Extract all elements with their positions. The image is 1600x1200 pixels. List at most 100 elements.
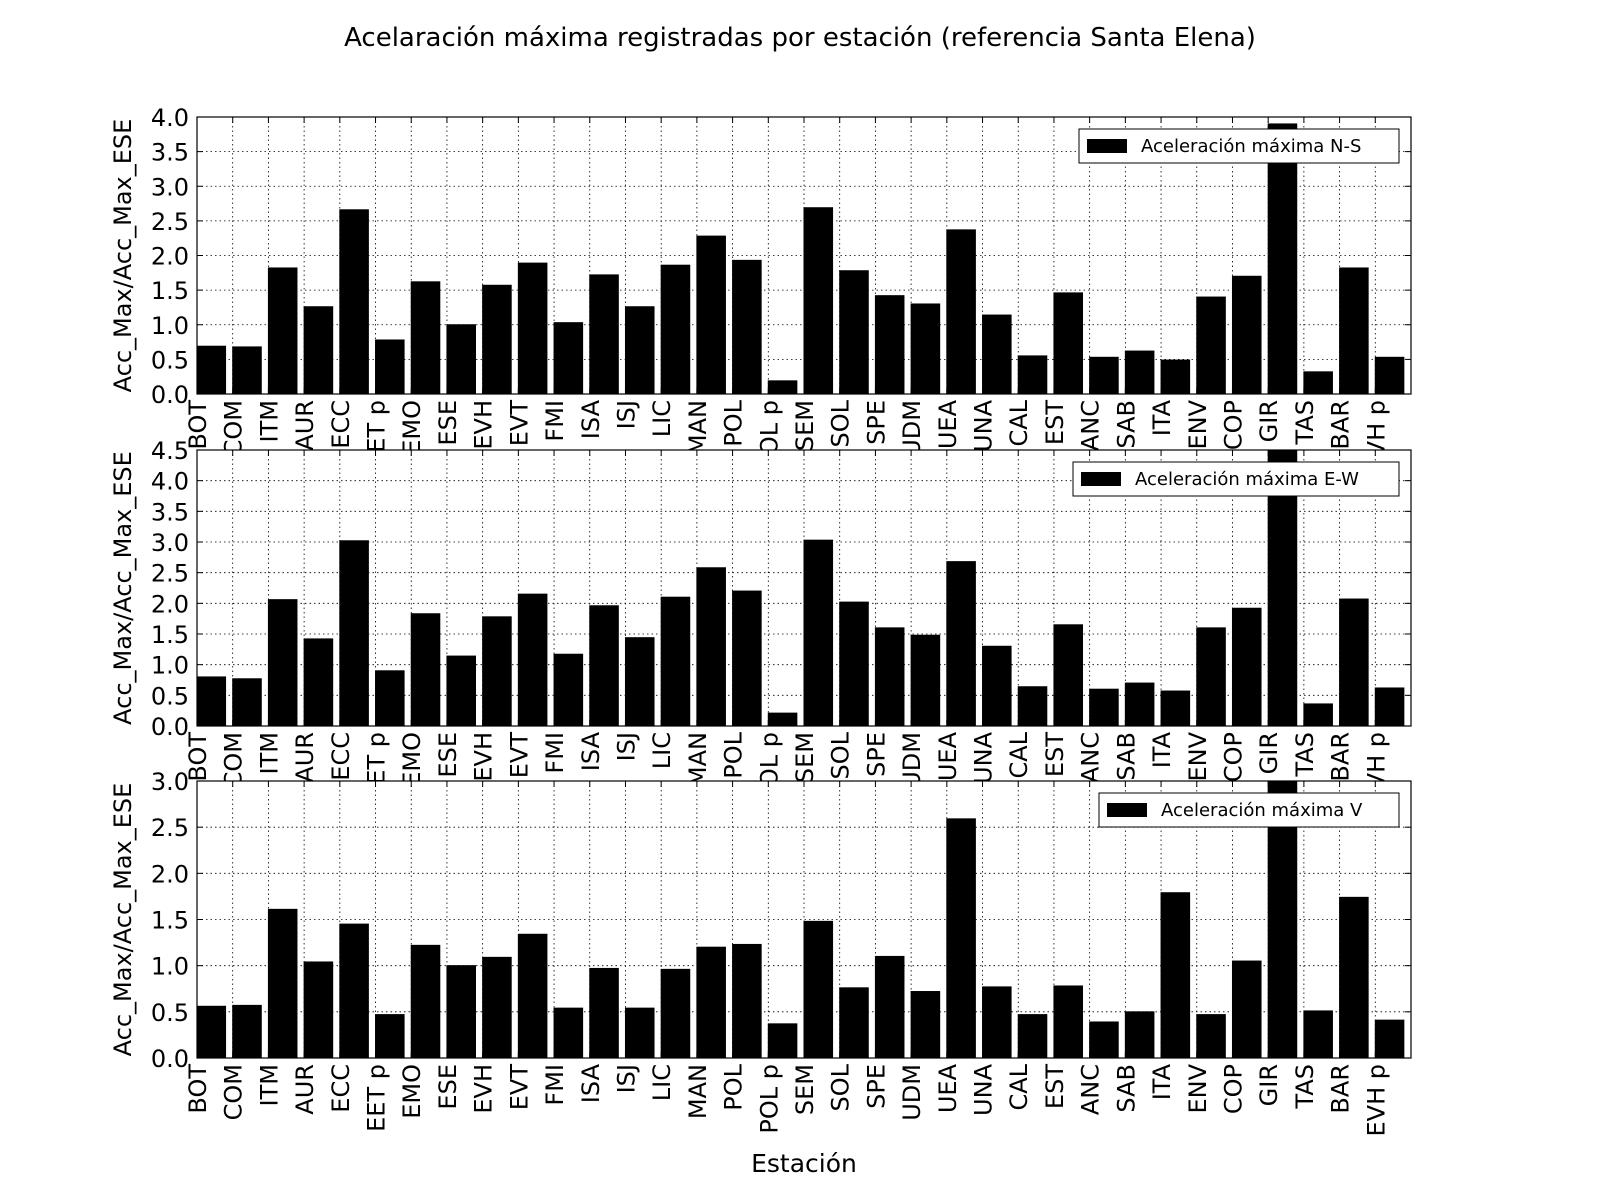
bar-spe	[874, 627, 905, 726]
x-tick-label: UEA	[934, 1063, 962, 1113]
bar-pol	[732, 590, 762, 726]
x-tick-label: EVT	[505, 400, 533, 447]
bar-ita	[1160, 892, 1191, 1058]
bar-cop	[1231, 960, 1262, 1058]
y-tick-label: 1.5	[151, 621, 189, 649]
x-tick-label: UNA	[970, 399, 998, 452]
bar-una	[982, 645, 1012, 726]
bar-sab	[1124, 350, 1155, 394]
bar-tas	[1303, 1010, 1333, 1058]
y-tick-label: 1.0	[151, 652, 189, 680]
bar-isa	[589, 605, 619, 726]
bar-una	[982, 314, 1012, 394]
y-tick-label: 1.5	[151, 907, 189, 935]
y-tick-label: 1.0	[151, 312, 189, 340]
x-tick-label: SPE	[862, 400, 890, 445]
x-tick-label: FMI	[541, 732, 569, 774]
bar-itm	[267, 599, 298, 726]
x-tick-label: COP	[1219, 400, 1247, 450]
bar-sol	[839, 270, 869, 394]
x-tick-label: ESE	[434, 732, 462, 778]
x-tick-label: UNA	[970, 731, 998, 784]
bar-pol	[732, 943, 762, 1058]
x-tick-label: SPE	[862, 732, 890, 777]
x-tick-label: LIC	[648, 732, 676, 769]
x-tick-label: ITA	[1148, 731, 1176, 768]
bar-sol	[839, 987, 869, 1058]
x-tick-label: COP	[1219, 1064, 1247, 1114]
bar-emo	[410, 944, 441, 1058]
bar-isa	[589, 967, 619, 1058]
x-tick-label: ISA	[577, 399, 605, 439]
x-tick-label: ENV	[1184, 399, 1212, 449]
x-tick-label: SEM	[791, 732, 819, 783]
bar-cal	[1017, 686, 1048, 726]
panel-3: 0.0 0.5 1.0 1.5 2.0 2.5 3.0 BOT COM ITM AUR ECC EET …	[109, 768, 1412, 1137]
x-tick-label: COP	[1219, 732, 1247, 782]
bar-man	[696, 235, 726, 394]
x-tick-label: ESE	[434, 400, 462, 446]
x-tick-label: UDM	[898, 732, 926, 789]
bar-isj	[624, 1007, 655, 1058]
x-tick-label: MAN	[684, 400, 712, 455]
x-tick-label: CAL	[1005, 1063, 1033, 1110]
x-tick-label: COM	[220, 1064, 248, 1120]
x-tick-label: GIR	[1255, 732, 1283, 774]
plot-area	[197, 117, 1411, 394]
y-axis-label: Acc_Max/Acc_Max_ESE	[109, 451, 137, 725]
x-tick-label: UDM	[898, 400, 926, 457]
x-tick-label: ENV	[1184, 731, 1212, 781]
bar-com	[232, 1004, 262, 1058]
x-tick-label: SOL	[827, 731, 855, 779]
bar-evt	[517, 933, 548, 1058]
bar-sab	[1124, 682, 1155, 726]
x-tick-label: ESE	[434, 1064, 462, 1110]
bar-anc	[1089, 1021, 1119, 1058]
x-tick-label: LIC	[648, 400, 676, 437]
y-tick-label: 2.5	[151, 560, 189, 588]
bar-anc	[1089, 688, 1119, 726]
x-tick-label: POL	[720, 399, 748, 446]
x-tick-label: SOL	[827, 399, 855, 447]
x-tick-label: FMI	[541, 1064, 569, 1106]
y-tick-label: 3.0	[151, 529, 189, 557]
y-tick-label: 4.0	[151, 468, 189, 496]
x-tick-label: SEM	[791, 400, 819, 451]
x-tick-label: ITM	[255, 400, 283, 442]
x-tick-label: ISA	[577, 731, 605, 771]
bar-cal	[1017, 1014, 1048, 1058]
plot-area	[197, 781, 1411, 1058]
bar-pol-p	[767, 1023, 798, 1058]
x-tick-label: ANC	[1077, 400, 1105, 451]
y-tick-label: 2.0	[151, 590, 189, 618]
x-tick-label: BAR	[1327, 400, 1355, 450]
x-tick-label: EVH p	[1362, 1064, 1390, 1137]
y-tick-label: 1.0	[151, 953, 189, 981]
x-tick-label: ISA	[577, 1063, 605, 1103]
x-tick-label: EST	[1041, 1064, 1069, 1109]
bar-env	[1196, 296, 1226, 394]
x-tick-label: ISJ	[612, 732, 640, 761]
x-tick-label: ISJ	[612, 400, 640, 429]
bar-uea	[946, 561, 976, 726]
x-tick-label: ANC	[1077, 732, 1105, 783]
bar-ecc	[339, 540, 369, 726]
x-tick-label: ITM	[255, 732, 283, 774]
x-tick-label: FMI	[541, 400, 569, 442]
x-tick-label: EVH	[470, 1064, 498, 1114]
y-tick-label: 2.0	[151, 243, 189, 271]
bar-sol	[839, 601, 869, 726]
bar-est	[1053, 292, 1084, 394]
x-tick-label: EMO	[398, 400, 426, 455]
bar-bar	[1339, 896, 1369, 1058]
x-tick-label: ENV	[1184, 1063, 1212, 1113]
legend: Aceleración máxima E-W	[1072, 461, 1400, 497]
bar-uea	[946, 229, 976, 394]
y-tick-label: 2.5	[151, 208, 189, 236]
chart-title: Acelaración máxima registradas por estac…	[344, 23, 1256, 53]
x-tick-label: BOT	[184, 1064, 212, 1114]
legend-label: Aceleración máxima E-W	[1135, 469, 1359, 490]
bar-est	[1053, 985, 1084, 1058]
y-tick-label: 3.5	[151, 498, 189, 526]
bar-isa	[589, 274, 619, 394]
